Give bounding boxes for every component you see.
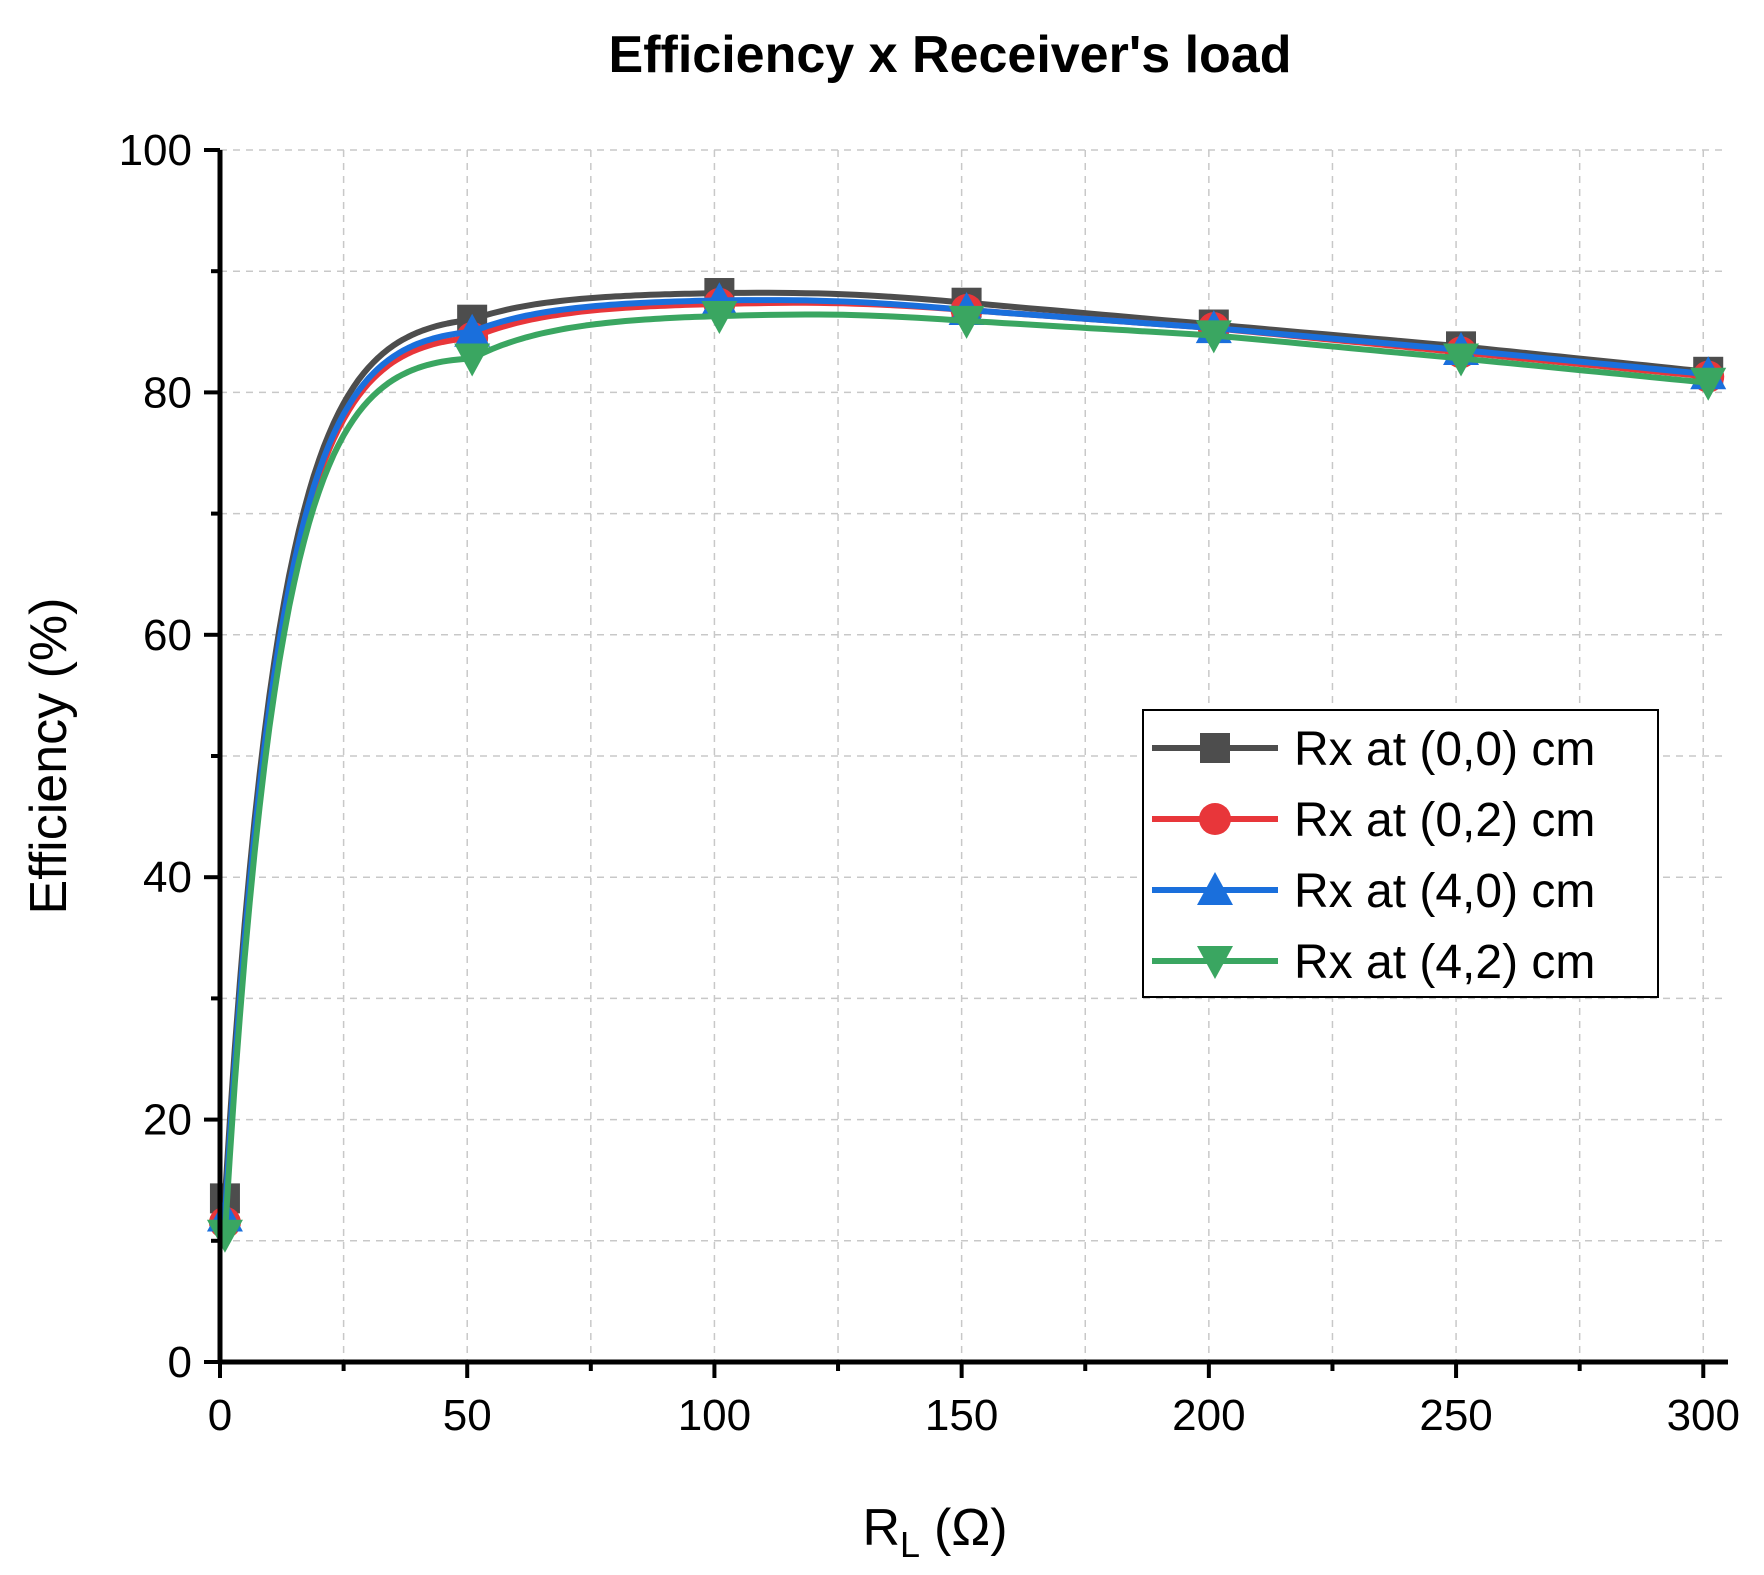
x-tick-label: 50 — [443, 1391, 492, 1440]
legend-label: Rx at (0,0) cm — [1294, 723, 1595, 776]
x-axis-title-subscript: L — [900, 1524, 920, 1565]
y-tick-label: 0 — [168, 1338, 192, 1387]
data-point-marker — [206, 1219, 243, 1253]
x-tick-label: 0 — [208, 1391, 232, 1440]
data-point-marker — [1690, 367, 1727, 401]
x-tick-label: 250 — [1419, 1391, 1492, 1440]
y-tick-label: 20 — [143, 1096, 192, 1145]
data-point-marker — [454, 343, 491, 377]
legend-label: Rx at (0,2) cm — [1294, 794, 1595, 847]
data-point-marker — [701, 301, 738, 335]
legend-entries: Rx at (0,0) cm Rx at (0,2) cm Rx at (4,0) … — [1152, 723, 1595, 989]
legend-marker — [1197, 872, 1233, 905]
series-line — [221, 297, 1709, 1217]
legend-entry: Rx at (0,0) cm — [1152, 723, 1595, 776]
x-tick-label: 300 — [1667, 1391, 1740, 1440]
x-tick-label: 100 — [678, 1391, 751, 1440]
legend-marker — [1200, 733, 1230, 763]
series-line — [221, 289, 1709, 1199]
x-tick-label: 200 — [1172, 1391, 1245, 1440]
y-tick-label: 80 — [143, 368, 192, 417]
axis-ticks: 0 50 100 150 200 250 300 0 20 40 60 80 100 — [119, 126, 1740, 1440]
y-tick-label: 40 — [143, 853, 192, 902]
series-4 — [206, 301, 1727, 1253]
legend-entry: Rx at (4,2) cm — [1152, 936, 1595, 989]
y-tick-label: 60 — [143, 611, 192, 660]
x-axis-title: RL (Ω) — [862, 1499, 1007, 1565]
x-axis-title-unit: (Ω) — [934, 1499, 1008, 1557]
y-axis-title: Efficiency (%) — [20, 598, 78, 915]
chart-title: Efficiency x Receiver's load — [609, 26, 1292, 84]
legend-label: Rx at (4,2) cm — [1294, 936, 1595, 989]
data-point-marker — [948, 305, 985, 339]
series-layer — [206, 278, 1727, 1253]
legend: Rx at (0,0) cm Rx at (0,2) cm Rx at (4,0) … — [1142, 709, 1659, 998]
legend-entry: Rx at (4,0) cm — [1152, 865, 1595, 918]
y-tick-label: 100 — [119, 126, 192, 175]
x-axis-title-symbol: R — [862, 1499, 900, 1557]
data-point-marker — [454, 313, 491, 347]
legend-entry: Rx at (0,2) cm — [1152, 794, 1595, 847]
data-point-marker — [1443, 343, 1480, 377]
legend-marker — [1199, 803, 1231, 835]
data-point-marker — [1195, 320, 1232, 354]
legend-label: Rx at (4,0) cm — [1294, 865, 1595, 918]
legend-marker — [1197, 946, 1233, 979]
x-tick-label: 150 — [925, 1391, 998, 1440]
series-line — [221, 311, 1709, 1235]
